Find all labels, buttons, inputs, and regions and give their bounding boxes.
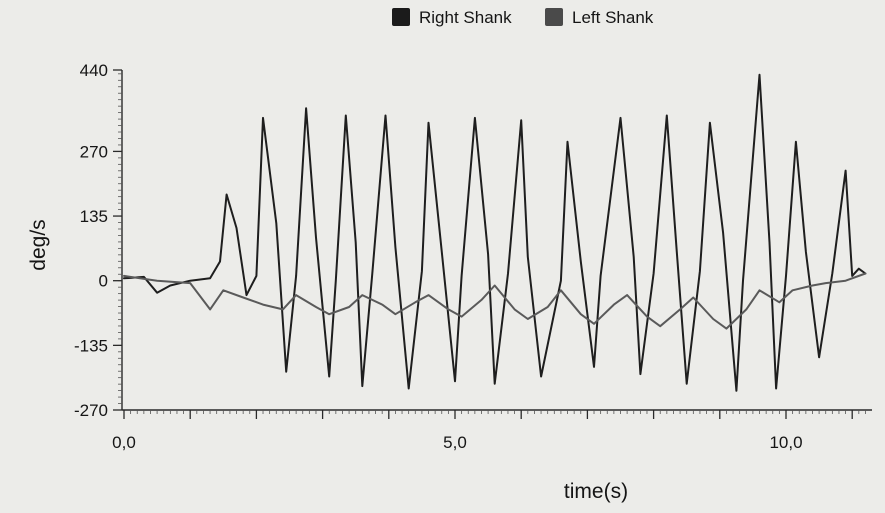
y-tick-label: 0 — [99, 272, 108, 291]
legend-label-right-shank: Right Shank — [419, 8, 512, 27]
y-tick-label: 135 — [80, 207, 108, 226]
x-axis-title: time(s) — [564, 480, 628, 503]
y-tick-label: -135 — [74, 336, 108, 355]
y-axis: 440 270 135 0 -135 -270 — [74, 61, 123, 420]
y-tick-label: 440 — [80, 61, 108, 80]
x-axis: 0,0 5,0 10,0 — [112, 409, 872, 452]
series-line-right-shank — [123, 73, 867, 392]
x-tick-label: 10,0 — [769, 433, 802, 452]
x-tick-label: 0,0 — [112, 433, 136, 452]
legend: Right Shank Left Shank — [392, 8, 654, 27]
legend-swatch-right-shank — [392, 8, 410, 26]
x-tick-label: 5,0 — [443, 433, 467, 452]
legend-swatch-left-shank — [545, 8, 563, 26]
series-layer — [123, 73, 867, 392]
y-axis-title: deg/s — [27, 219, 50, 270]
series-line-left-shank — [123, 272, 867, 330]
y-tick-label: 270 — [80, 142, 108, 161]
legend-label-left-shank: Left Shank — [572, 8, 654, 27]
y-tick-label: -270 — [74, 401, 108, 420]
